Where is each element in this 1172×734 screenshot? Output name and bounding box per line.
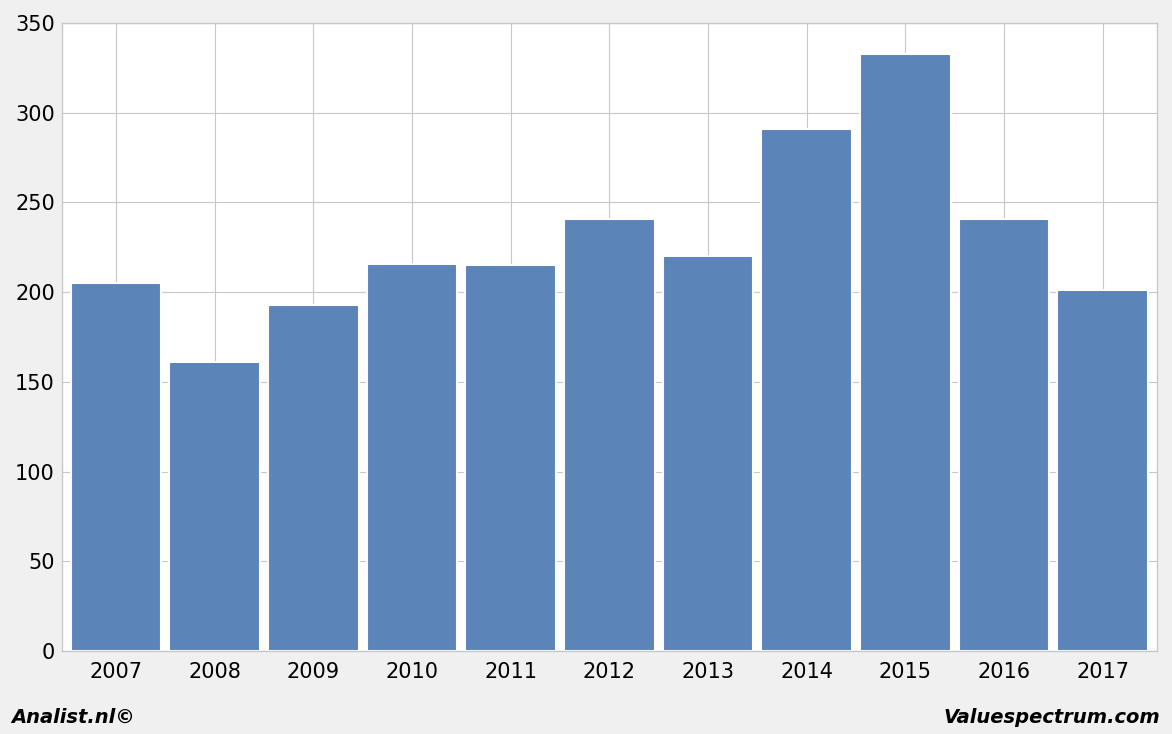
Bar xyxy=(860,54,950,651)
Bar xyxy=(564,219,655,651)
Bar xyxy=(662,256,754,651)
Bar xyxy=(169,362,260,651)
Bar xyxy=(762,129,852,651)
Bar xyxy=(1057,291,1149,651)
Bar xyxy=(367,264,457,651)
Bar xyxy=(268,305,359,651)
Text: Analist.nl©: Analist.nl© xyxy=(12,708,136,727)
Bar xyxy=(70,283,162,651)
Bar xyxy=(959,219,1049,651)
Text: Valuespectrum.com: Valuespectrum.com xyxy=(943,708,1160,727)
Bar xyxy=(465,265,556,651)
